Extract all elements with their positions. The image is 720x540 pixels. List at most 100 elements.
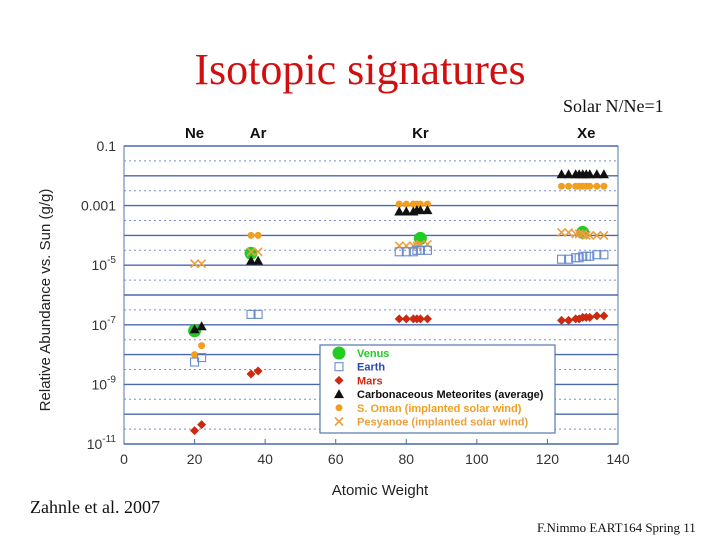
x-axis-label: Atomic Weight	[332, 482, 429, 499]
series-s	[191, 182, 608, 359]
point-carbonaceous	[415, 205, 426, 215]
legend-label-earth: Earth	[357, 362, 385, 374]
point-s	[395, 200, 403, 208]
point-earth	[564, 254, 574, 264]
point-s	[198, 342, 206, 350]
point-pesyanoe	[585, 230, 595, 240]
point-pesyanoe	[574, 229, 584, 239]
legend-label-s: S. Oman (implanted solar wind)	[357, 403, 522, 415]
series-mars	[190, 311, 609, 436]
legend-label-pesyanoe: Pesyanoe (implanted solar wind)	[357, 417, 528, 429]
point-earth	[415, 245, 425, 255]
legend-label-carbonaceous: Carbonaceous Meteorites (average)	[357, 389, 544, 401]
point-s	[254, 231, 262, 239]
point-earth	[246, 309, 256, 319]
point-carbonaceous	[422, 205, 433, 215]
point-carbonaceous	[591, 169, 602, 179]
point-venus	[244, 246, 258, 260]
point-carbonaceous	[246, 255, 257, 265]
x-tick-label: 0	[120, 451, 128, 467]
series-earth	[190, 245, 609, 367]
point-earth	[401, 247, 411, 257]
point-pesyanoe	[581, 230, 591, 240]
element-label-kr: Kr	[412, 125, 429, 142]
legend-marker-pesyanoe	[334, 416, 344, 427]
point-carbonaceous	[394, 206, 405, 216]
y-tick-label: 10-9	[92, 374, 117, 392]
point-carbonaceous	[253, 255, 264, 265]
y-tick-exponent: -11	[102, 434, 116, 445]
legend-marker-earth	[334, 362, 344, 372]
series-carbonaceous	[189, 169, 609, 334]
y-tick-exponent: -5	[107, 255, 116, 266]
point-mars	[246, 369, 256, 379]
x-tick-label: 140	[606, 451, 630, 467]
point-s	[600, 182, 608, 190]
citation: Zahnle et al. 2007	[30, 497, 160, 517]
element-label-ar: Ar	[250, 125, 267, 142]
point-earth	[197, 353, 207, 363]
point-pesyanoe	[564, 227, 574, 237]
point-earth	[599, 250, 609, 260]
element-label-xe: Xe	[577, 125, 595, 142]
point-mars	[557, 315, 567, 325]
point-mars	[401, 314, 411, 324]
point-pesyanoe	[571, 229, 581, 239]
point-s	[593, 182, 601, 190]
point-mars	[253, 366, 263, 376]
x-tick-label: 60	[328, 451, 344, 467]
point-s	[565, 182, 573, 190]
point-earth	[585, 251, 595, 261]
x-tick-label: 100	[465, 451, 489, 467]
point-mars	[592, 311, 602, 321]
x-tick-label: 40	[257, 451, 273, 467]
point-s	[247, 231, 255, 239]
point-pesyanoe	[253, 247, 263, 257]
point-pesyanoe	[246, 247, 256, 257]
legend-label-mars: Mars	[357, 375, 383, 387]
point-earth	[556, 254, 567, 264]
element-labels: Ne Ar Kr Xe	[185, 125, 595, 142]
legend-marker-carbonaceous	[334, 389, 344, 399]
x-axis-ticks: 0 20 40 60 80 100 120 140	[120, 439, 630, 467]
point-carbonaceous	[196, 321, 207, 331]
point-mars	[394, 314, 404, 324]
y-tick-exponent: -9	[107, 374, 116, 385]
point-mars	[190, 426, 200, 436]
solar-ratio-note: Solar N/Ne=1	[563, 96, 664, 116]
point-pesyanoe	[190, 259, 200, 269]
legend-label-venus: Venus	[357, 348, 389, 360]
point-s	[402, 200, 410, 208]
point-earth	[422, 245, 433, 255]
point-mars	[585, 312, 595, 322]
point-earth	[394, 247, 404, 257]
series-pesyanoe	[190, 227, 609, 269]
point-s	[416, 200, 424, 208]
point-pesyanoe	[556, 227, 567, 237]
y-tick-label: 10-11	[87, 434, 117, 452]
point-carbonaceous	[584, 169, 595, 179]
point-earth	[253, 309, 263, 319]
y-tick-label: 0.001	[81, 198, 116, 214]
x-tick-label: 80	[398, 451, 414, 467]
x-tick-label: 20	[187, 451, 203, 467]
point-s	[423, 200, 431, 208]
y-tick-label: 10-5	[92, 255, 117, 273]
point-mars	[599, 311, 609, 321]
legend-marker-mars	[334, 375, 344, 385]
point-carbonaceous	[556, 169, 567, 179]
point-mars	[564, 315, 574, 325]
y-axis-label: Relative Abundance vs. Sun (g/g)	[37, 189, 54, 412]
point-carbonaceous	[401, 206, 412, 216]
point-s	[558, 182, 566, 190]
point-carbonaceous	[189, 324, 200, 334]
legend-box	[319, 344, 556, 434]
point-s	[191, 351, 199, 359]
legend-marker-venus	[332, 346, 346, 360]
point-mars	[422, 314, 432, 324]
point-earth	[592, 250, 602, 260]
slide-title: Isotopic signatures	[194, 45, 526, 94]
legend-marker-s	[335, 404, 343, 412]
point-mars	[415, 314, 425, 324]
